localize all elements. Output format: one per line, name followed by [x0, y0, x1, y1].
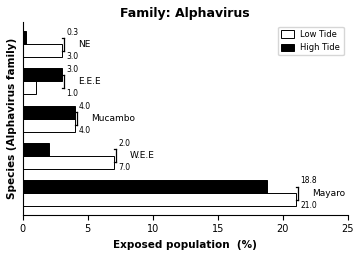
- Text: 3.0: 3.0: [66, 65, 78, 74]
- Y-axis label: Species (Alphavirus family): Species (Alphavirus family): [7, 38, 17, 199]
- Text: 4.0: 4.0: [79, 102, 91, 111]
- Legend: Low Tide, High Tide: Low Tide, High Tide: [278, 27, 344, 56]
- Bar: [22, 119, 75, 132]
- Text: 2.0: 2.0: [118, 139, 130, 148]
- Bar: [22, 31, 26, 44]
- Bar: [22, 68, 61, 81]
- Text: 1.0: 1.0: [66, 89, 78, 98]
- Bar: [22, 193, 296, 206]
- Bar: [22, 106, 75, 119]
- Text: W.E.E: W.E.E: [130, 151, 155, 160]
- Bar: [22, 180, 267, 193]
- Text: Mucambo: Mucambo: [91, 114, 135, 123]
- Text: 18.8: 18.8: [300, 176, 317, 185]
- Text: NE: NE: [78, 40, 90, 49]
- X-axis label: Exposed population  (%): Exposed population (%): [113, 240, 257, 250]
- Text: 4.0: 4.0: [79, 126, 91, 135]
- Text: 21.0: 21.0: [300, 201, 317, 210]
- Text: 0.3: 0.3: [66, 28, 78, 37]
- Bar: [22, 44, 61, 57]
- Text: E.E.E: E.E.E: [78, 77, 100, 86]
- Bar: [22, 81, 35, 95]
- Bar: [22, 143, 48, 156]
- Text: 7.0: 7.0: [118, 163, 130, 172]
- Text: 3.0: 3.0: [66, 52, 78, 61]
- Text: Mayaro: Mayaro: [312, 189, 345, 198]
- Title: Family: Alphavirus: Family: Alphavirus: [120, 7, 250, 20]
- Bar: [22, 156, 114, 169]
